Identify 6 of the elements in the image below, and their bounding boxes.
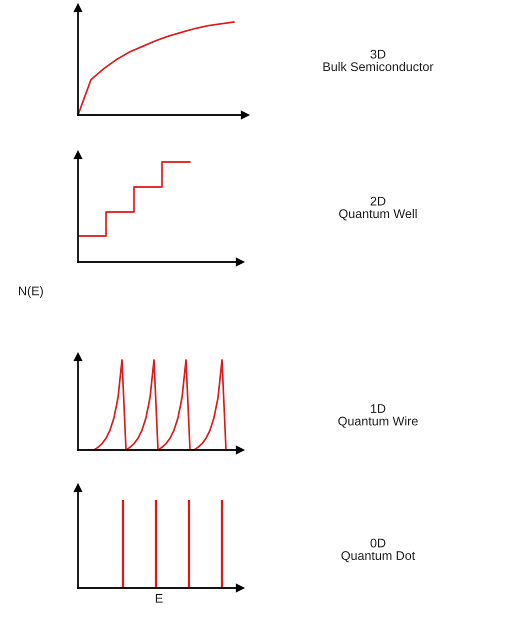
text: 3D Bulk Semiconductor xyxy=(323,50,434,72)
text: 1D Quantum Wire xyxy=(338,404,418,428)
text: 0D Quantum Dot xyxy=(341,538,416,562)
y-axis-title: N(E) xyxy=(19,286,43,298)
text: 2D Quantum Well xyxy=(339,196,417,220)
x-axis-title: E xyxy=(156,594,163,603)
